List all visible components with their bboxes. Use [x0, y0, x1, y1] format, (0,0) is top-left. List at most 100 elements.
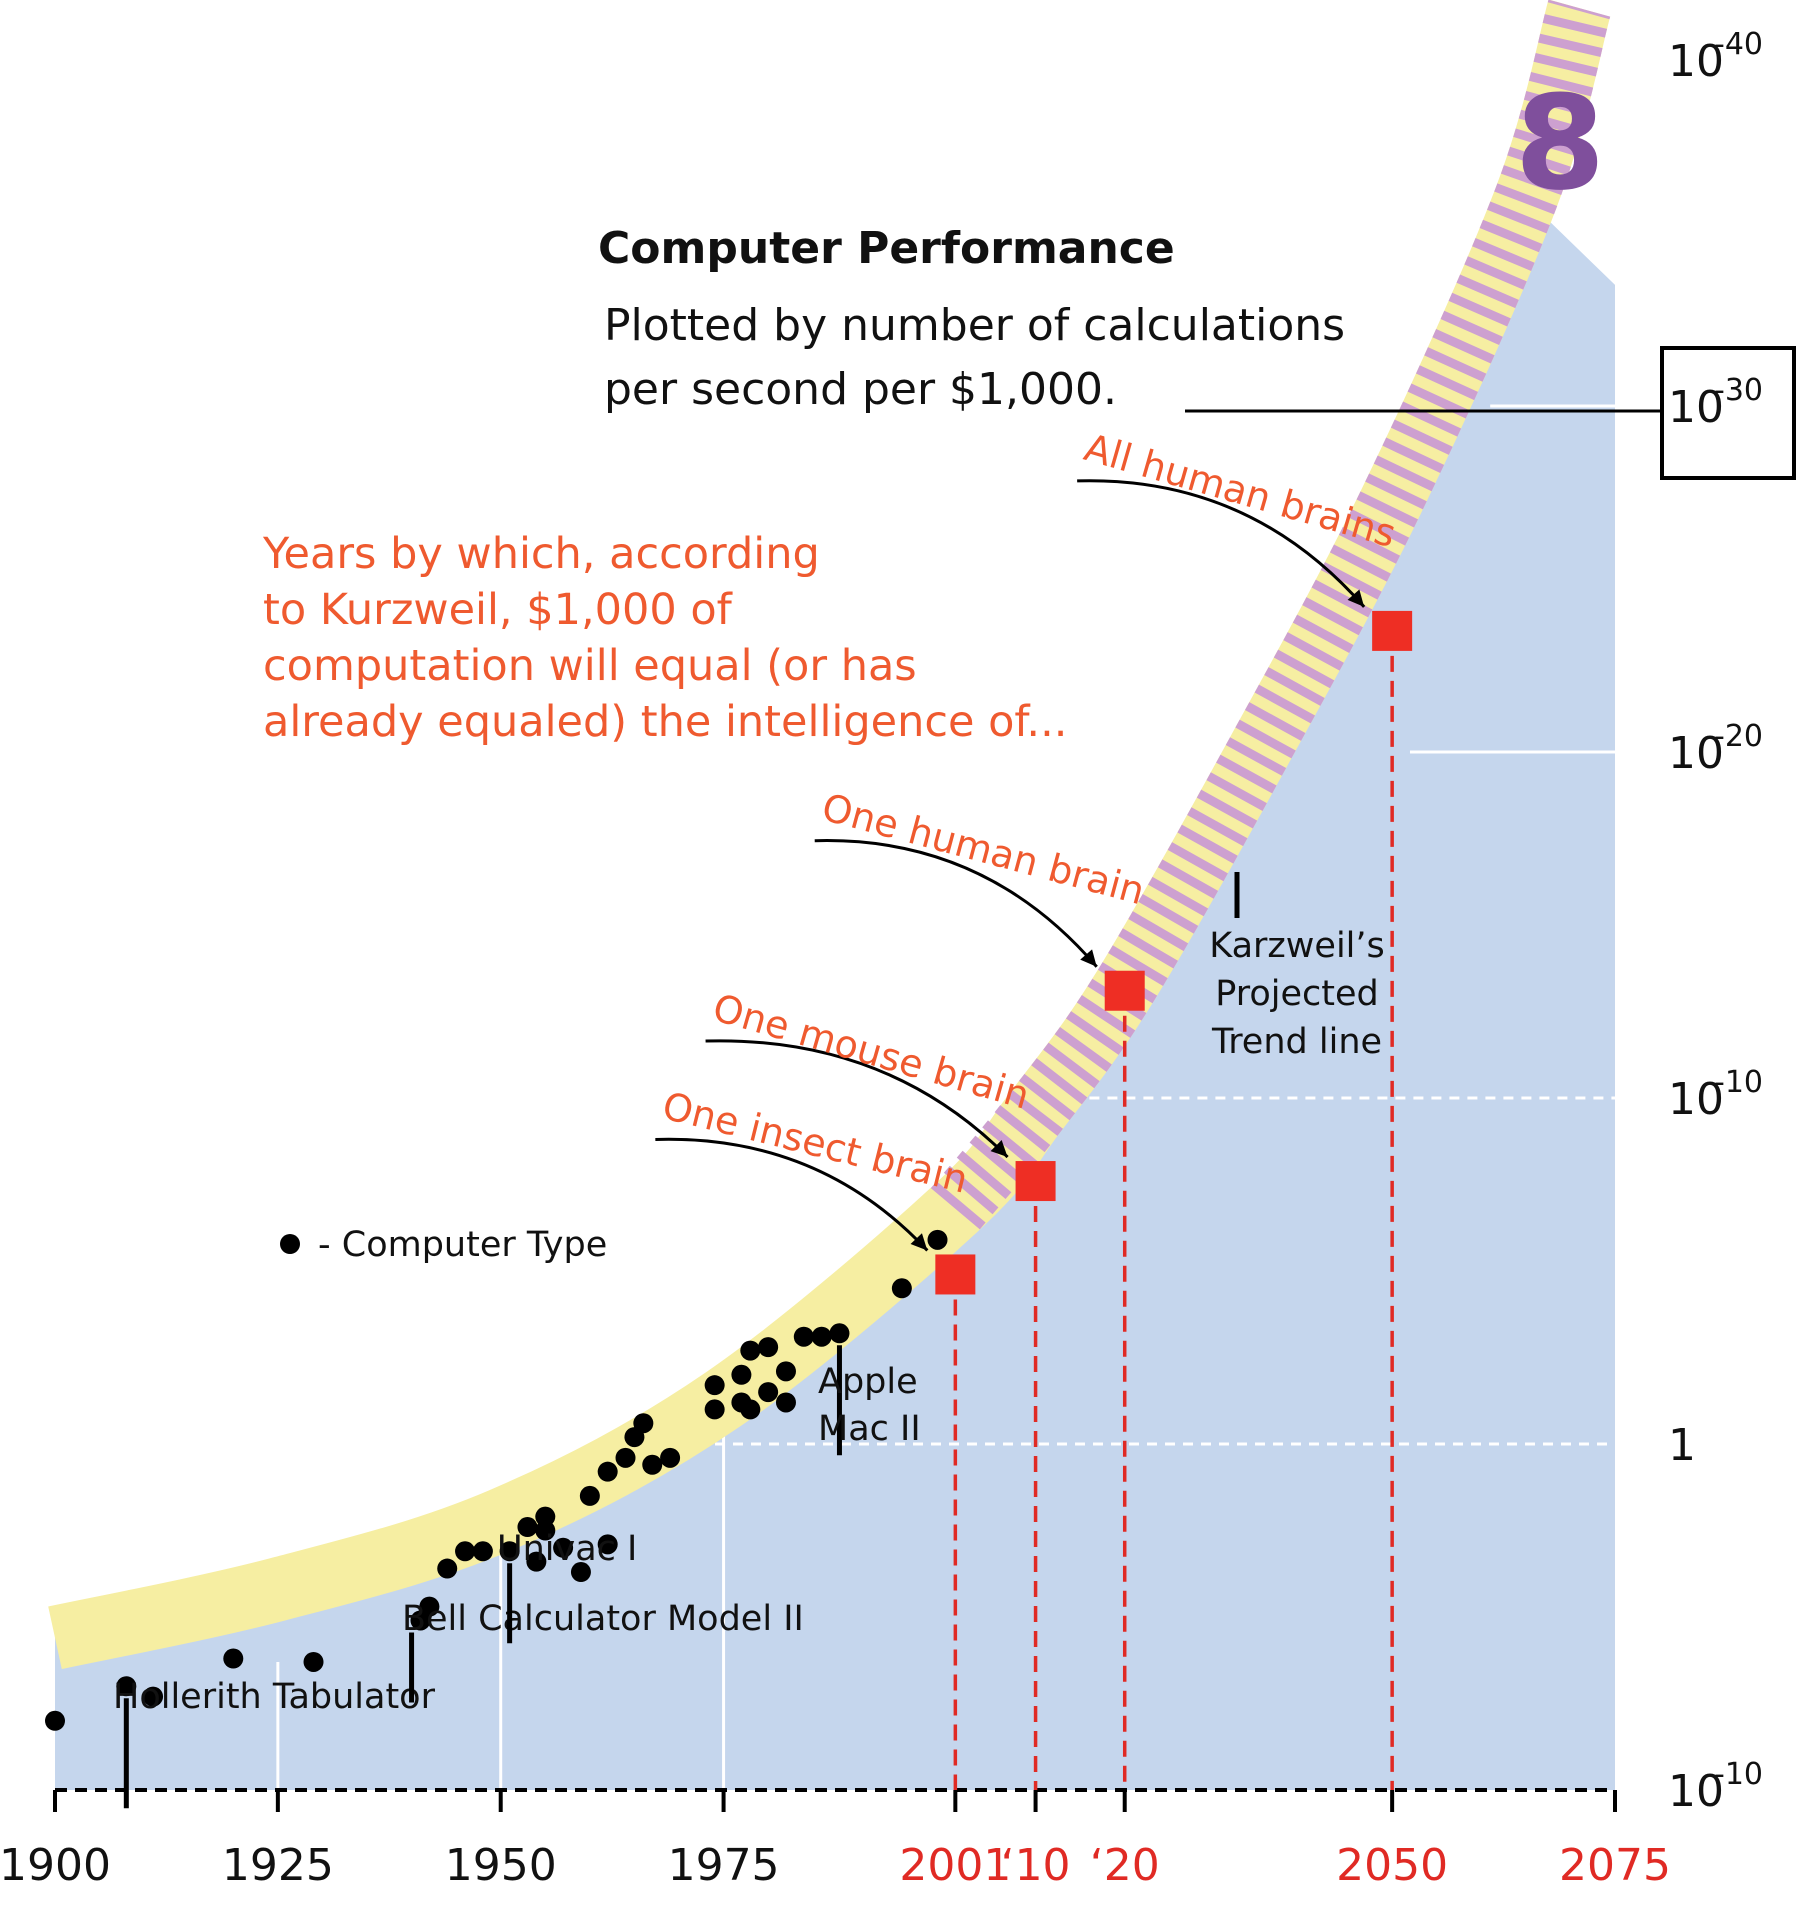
computer-callouts: Hollerith Tabulator Bell Calculator Model… — [113, 1345, 921, 1809]
milestone-arrow — [1077, 479, 1366, 608]
trend-label-line: Projected — [1215, 974, 1379, 1014]
trend-label-line: Trend line — [1211, 1022, 1382, 1062]
computer-point — [704, 1399, 725, 1420]
arrowhead — [990, 1140, 1008, 1158]
computer-point — [811, 1326, 832, 1347]
computer-point — [633, 1413, 654, 1434]
note-line: Years by which, according — [262, 529, 820, 579]
chart-title: Computer Performance — [598, 223, 1175, 274]
x-tick-label: 1925 — [222, 1840, 334, 1891]
computer-point — [597, 1534, 618, 1555]
arrowhead — [1347, 589, 1365, 607]
y-tick: 10-20 — [1668, 719, 1763, 779]
computer-point — [660, 1447, 681, 1468]
computer-point — [526, 1551, 547, 1572]
computer-point — [535, 1506, 556, 1527]
x-tick-label: ‘10 — [1001, 1840, 1071, 1891]
milestone-drop-lines — [953, 630, 1394, 1790]
y-tick: 1 — [1668, 1420, 1696, 1471]
y-tick-base: 10 — [1668, 1766, 1724, 1817]
y-tick-exponent: -30 — [1714, 373, 1763, 408]
computer-point — [829, 1323, 850, 1344]
y-tick-exponent: -20 — [1714, 719, 1763, 754]
chart-subtitle-line-2: per second per $1,000. — [604, 364, 1117, 415]
callout-label: Hollerith Tabulator — [113, 1677, 436, 1717]
area-under-trend — [55, 198, 1615, 1790]
callout-label: Mac II — [818, 1409, 921, 1449]
computer-point — [615, 1447, 636, 1468]
computer-point — [731, 1364, 752, 1385]
milestone-square — [1104, 970, 1145, 1011]
trend-label: Karzweil’s Projected Trend line — [1209, 872, 1385, 1062]
x-tick-label: 2050 — [1336, 1840, 1448, 1891]
milestone-arrow — [705, 1039, 1009, 1159]
y-tick-base: 10 — [1668, 1074, 1724, 1125]
computer-point — [579, 1485, 600, 1506]
computer-point — [758, 1337, 779, 1358]
callout-label: Apple — [818, 1362, 918, 1402]
milestone-label: One insect brain — [658, 1083, 972, 1201]
grid-lines — [276, 404, 1615, 1790]
milestone-square — [1015, 1161, 1056, 1202]
computer-point — [793, 1326, 814, 1347]
trend-label-line: Karzweil’s — [1209, 926, 1385, 966]
chart-subtitle-line-1: Plotted by number of calculations — [604, 300, 1345, 351]
computer-point — [455, 1541, 476, 1562]
computer-point — [517, 1517, 538, 1538]
computer-point — [891, 1278, 912, 1299]
milestone-label: One human brain — [817, 785, 1149, 913]
x-tick-label: 1975 — [668, 1840, 780, 1891]
trend-symbol-eight: 8 — [1515, 67, 1605, 219]
trend-band-stripes — [930, 0, 1611, 1230]
legend-marker — [280, 1234, 300, 1254]
y-tick: 10-30 — [1185, 346, 1796, 480]
y-tick-base: 10 — [1668, 728, 1724, 779]
x-tick-label: 2001 — [899, 1840, 1011, 1891]
x-tick-label: ‘20 — [1090, 1840, 1160, 1891]
computer-point — [143, 1686, 164, 1707]
computer-point — [758, 1382, 779, 1403]
y-tick-exponent: -10 — [1714, 1757, 1763, 1792]
milestone-arrow — [814, 839, 1098, 968]
computer-point — [597, 1461, 618, 1482]
y-tick-exponent: -40 — [1714, 27, 1763, 62]
computer-point — [223, 1648, 244, 1669]
computer-point — [775, 1361, 796, 1382]
y-tick-base: 10 — [1668, 382, 1724, 433]
kurzweil-note: Years by which, according to Kurzweil, $1… — [262, 529, 1067, 747]
y-tick-base: 10 — [1668, 36, 1724, 87]
callout-label: Bell Calculator Model II — [402, 1599, 804, 1639]
computer-point — [116, 1676, 137, 1697]
milestone-arrow — [655, 1137, 929, 1252]
computer-point — [45, 1710, 65, 1731]
computer-point — [775, 1392, 796, 1413]
note-line: already equaled) the intelligence of... — [263, 697, 1067, 747]
y-tick: 10-10 — [1668, 1065, 1763, 1125]
note-line: to Kurzweil, $1,000 of — [263, 585, 733, 635]
computer-point — [437, 1558, 458, 1579]
computer-point — [472, 1541, 493, 1562]
milestone-square — [1372, 610, 1413, 651]
computer-point — [731, 1392, 752, 1413]
computer-point — [642, 1454, 663, 1475]
computer-point — [553, 1537, 574, 1558]
y-tick: 10-10 — [1668, 1757, 1763, 1817]
callout-label: Univac I — [497, 1529, 637, 1569]
computer-point — [499, 1541, 520, 1562]
arrowhead — [1080, 949, 1097, 967]
y-tick-exponent: -10 — [1714, 1065, 1763, 1100]
milestone-label: All human brains — [1080, 425, 1401, 556]
milestone-square — [935, 1254, 976, 1295]
computer-point — [740, 1340, 761, 1361]
computer-point — [303, 1651, 324, 1672]
legend-label: - Computer Type — [318, 1225, 607, 1265]
x-tick-label: 1900 — [0, 1840, 111, 1891]
computer-point — [570, 1562, 591, 1583]
milestone-label: One mouse brain — [708, 985, 1034, 1117]
y-tick-base: 1 — [1668, 1420, 1696, 1471]
x-tick-label: 1950 — [445, 1840, 557, 1891]
computer-point — [927, 1229, 948, 1250]
